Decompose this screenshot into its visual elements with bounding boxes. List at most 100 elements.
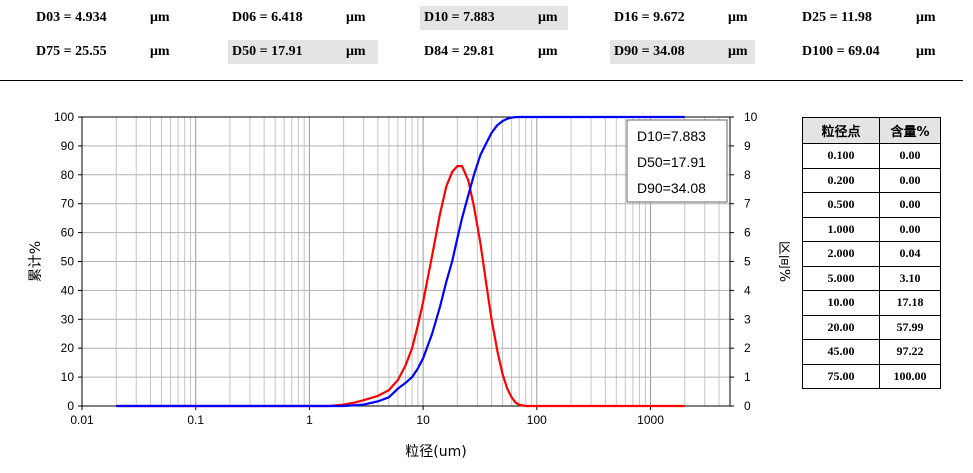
content-cell: 17.18 [879, 290, 941, 316]
stat-unit: μm [538, 44, 558, 59]
content-cell: 0.00 [879, 192, 941, 218]
stat-label: D25 = 11.98 [802, 10, 872, 25]
column-header-content: 含量% [879, 117, 941, 144]
y-right-tick-label: 10 [744, 110, 758, 124]
size-cell: 0.200 [802, 167, 880, 193]
stat-unit: μm [728, 10, 748, 25]
y-left-tick-label: 60 [61, 226, 75, 240]
content-cell: 0.00 [879, 216, 941, 242]
stat-item: D84 = 29.81 μm [420, 40, 568, 64]
table-row: 0.100 0.00 [802, 143, 941, 169]
stat-label: D50 = 17.91 [232, 44, 303, 59]
y-right-tick-label: 2 [744, 341, 751, 355]
legend-entry: D10=7.883 [637, 128, 706, 144]
content-cell: 100.00 [879, 363, 941, 389]
content-cell: 0.00 [879, 143, 941, 169]
interval-distribution-line [116, 165, 685, 408]
y-right-tick-label: 9 [744, 139, 751, 153]
size-cell: 75.00 [802, 363, 880, 389]
stat-unit: μm [346, 44, 366, 59]
y-right-tick-label: 4 [744, 283, 751, 297]
y-right-tick-label: 1 [744, 370, 751, 384]
stat-unit: μm [346, 10, 366, 25]
table-row: 45.00 97.22 [802, 339, 941, 365]
size-cell: 20.00 [802, 314, 880, 340]
content-cell: 0.00 [879, 167, 941, 193]
stat-item: D100 = 69.04 μm [798, 40, 948, 64]
stat-label: D10 = 7.883 [424, 10, 495, 25]
stat-unit: μm [916, 10, 936, 25]
stat-item: D16 = 9.672 μm [610, 6, 755, 30]
y-left-tick-label: 100 [54, 110, 74, 124]
x-tick-label: 0.1 [187, 413, 204, 427]
stat-label: D100 = 69.04 [802, 44, 880, 59]
stat-label: D03 = 4.934 [36, 10, 107, 25]
y-right-tick-label: 0 [744, 399, 751, 413]
table-row: 5.000 3.10 [802, 265, 941, 291]
stat-item: D06 = 6.418 μm [228, 6, 378, 30]
x-tick-label: 0.01 [70, 413, 94, 427]
column-header-size: 粒径点 [802, 117, 880, 144]
y-right-tick-label: 6 [744, 226, 751, 240]
stat-label: D16 = 9.672 [614, 10, 685, 25]
x-tick-label: 10 [416, 413, 430, 427]
content-cell: 3.10 [879, 265, 941, 291]
stat-item: D50 = 17.91 μm [228, 40, 378, 64]
y-right-tick-label: 3 [744, 312, 751, 326]
content-cell: 57.99 [879, 314, 941, 340]
y-left-tick-label: 10 [61, 370, 75, 384]
y-left-tick-label: 90 [61, 139, 75, 153]
stat-item: D75 = 25.55 μm [32, 40, 172, 64]
y-left-tick-label: 0 [67, 399, 74, 413]
table-row: 2.000 0.04 [802, 241, 941, 267]
y-right-tick-label: 8 [744, 168, 751, 182]
stat-unit: μm [538, 10, 558, 25]
stat-label: D75 = 25.55 [36, 44, 107, 59]
x-tick-label: 1 [306, 413, 313, 427]
x-tick-label: 1000 [637, 413, 664, 427]
stat-label: D06 = 6.418 [232, 10, 303, 25]
size-cell: 0.100 [802, 143, 880, 169]
y-left-tick-label: 50 [61, 255, 75, 269]
table-row: 0.200 0.00 [802, 167, 941, 193]
stat-item: D90 = 34.08 μm [610, 40, 755, 64]
y-right-axis-label: 区间% [776, 241, 790, 282]
stat-item: D25 = 11.98 μm [798, 6, 948, 30]
header-divider [0, 80, 963, 81]
table-row: 10.00 17.18 [802, 290, 941, 316]
legend-entry: D50=17.91 [637, 154, 706, 170]
legend-entry: D90=34.08 [637, 180, 706, 196]
size-cell: 10.00 [802, 290, 880, 316]
y-left-tick-label: 80 [61, 168, 75, 182]
stat-label: D84 = 29.81 [424, 44, 495, 59]
stat-unit: μm [916, 44, 936, 59]
stat-label: D90 = 34.08 [614, 44, 685, 59]
content-cell: 97.22 [879, 339, 941, 365]
y-left-tick-label: 20 [61, 341, 75, 355]
stat-unit: μm [150, 10, 170, 25]
y-right-tick-label: 7 [744, 197, 751, 211]
cumulative-distribution-line [116, 115, 685, 408]
y-left-tick-label: 30 [61, 312, 75, 326]
size-content-table: 粒径点 含量% 0.100 0.00 0.200 0.00 0.500 0.00 1.000… [802, 117, 941, 389]
stat-unit: μm [728, 44, 748, 59]
x-tick-label: 100 [527, 413, 547, 427]
table-row: 1.000 0.00 [802, 216, 941, 242]
size-cell: 0.500 [802, 192, 880, 218]
size-cell: 5.000 [802, 265, 880, 291]
stat-item: D03 = 4.934 μm [32, 6, 172, 30]
content-cell: 0.04 [879, 241, 941, 267]
y-left-tick-label: 70 [61, 197, 75, 211]
table-row: 0.500 0.00 [802, 192, 941, 218]
x-axis-label: 粒径(um) [405, 444, 466, 460]
y-left-axis-label: 累计% [28, 241, 44, 282]
table-row: 20.00 57.99 [802, 314, 941, 340]
table-header-row: 粒径点 含量% [802, 117, 941, 144]
table-row: 75.00 100.00 [802, 363, 941, 389]
legend-box [626, 119, 728, 203]
stat-item: D10 = 7.883 μm [420, 6, 568, 30]
y-left-tick-label: 40 [61, 283, 75, 297]
size-cell: 2.000 [802, 241, 880, 267]
y-right-tick-label: 5 [744, 255, 751, 269]
